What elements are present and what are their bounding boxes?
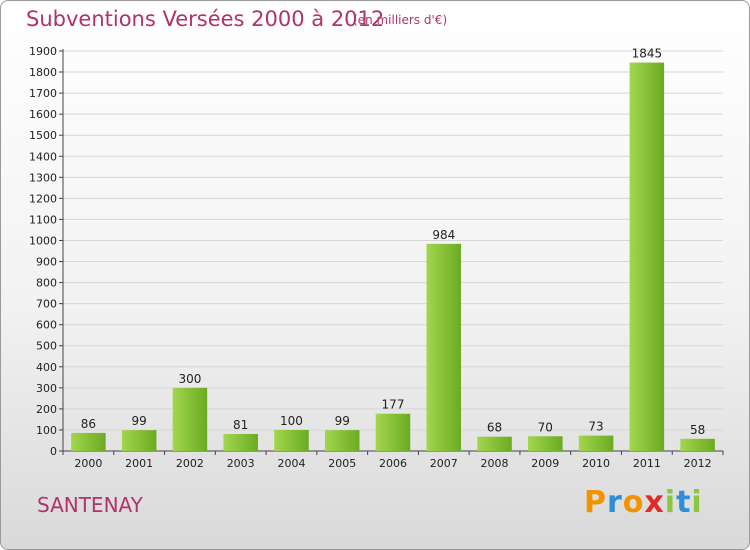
y-tick-label: 500 xyxy=(36,340,57,353)
y-tick-label: 400 xyxy=(36,361,57,374)
bar xyxy=(172,387,208,451)
x-tick-label: 2001 xyxy=(125,457,153,470)
data-label: 99 xyxy=(132,414,147,428)
x-tick-label: 2007 xyxy=(430,457,458,470)
x-tick-label: 2003 xyxy=(227,457,255,470)
data-label: 73 xyxy=(588,420,603,434)
data-label: 99 xyxy=(335,414,350,428)
commune-name: SANTENAY xyxy=(37,493,143,517)
x-tick-label: 2008 xyxy=(481,457,509,470)
bar xyxy=(121,430,157,451)
y-tick-label: 0 xyxy=(50,445,57,458)
y-tick-label: 900 xyxy=(36,256,57,269)
bar xyxy=(629,62,665,451)
bar xyxy=(477,436,512,451)
data-label: 68 xyxy=(487,421,502,435)
data-label: 70 xyxy=(538,420,553,434)
bar xyxy=(680,438,715,451)
data-label: 300 xyxy=(178,372,201,386)
proxiti-logo[interactable]: Proxiti xyxy=(584,485,703,520)
chart-title: Subventions Versées 2000 à 2012 xyxy=(26,7,385,31)
y-tick-label: 600 xyxy=(36,319,57,332)
bar xyxy=(324,430,360,451)
y-tick-label: 1800 xyxy=(29,66,57,79)
y-tick-label: 1200 xyxy=(29,192,57,205)
y-tick-label: 1600 xyxy=(29,108,57,121)
y-tick-label: 1000 xyxy=(29,234,57,247)
bar xyxy=(528,436,563,451)
logo-letter: P xyxy=(584,485,607,520)
x-tick-label: 2002 xyxy=(176,457,204,470)
data-label: 177 xyxy=(382,398,405,412)
x-tick-label: 2005 xyxy=(328,457,356,470)
y-tick-label: 200 xyxy=(36,403,57,416)
x-tick-label: 2006 xyxy=(379,457,407,470)
data-label: 86 xyxy=(81,417,96,431)
logo-letter: t xyxy=(676,485,692,520)
y-tick-label: 300 xyxy=(36,382,57,395)
y-tick-label: 1900 xyxy=(29,45,57,58)
bar xyxy=(578,435,614,451)
y-tick-label: 100 xyxy=(36,424,57,437)
bar xyxy=(375,413,411,451)
x-tick-label: 2012 xyxy=(684,457,712,470)
logo-letter: o xyxy=(622,485,645,520)
bar xyxy=(223,433,258,451)
x-tick-label: 2010 xyxy=(582,457,610,470)
y-tick-label: 1100 xyxy=(29,213,57,226)
chart-unit-subtitle: (en milliers d'€) xyxy=(353,13,448,27)
y-tick-label: 700 xyxy=(36,298,57,311)
y-tick-label: 1700 xyxy=(29,87,57,100)
x-tick-label: 2000 xyxy=(74,457,102,470)
y-tick-label: 1300 xyxy=(29,171,57,184)
y-tick-label: 800 xyxy=(36,277,57,290)
logo-letter: x xyxy=(644,485,665,520)
bar xyxy=(274,429,309,451)
bar xyxy=(71,432,106,451)
bar xyxy=(426,243,462,451)
x-tick-label: 2009 xyxy=(531,457,559,470)
logo-letter: i xyxy=(691,485,703,520)
data-label: 1845 xyxy=(632,47,663,61)
x-tick-label: 2011 xyxy=(633,457,661,470)
logo-letter: i xyxy=(664,485,677,520)
y-tick-label: 1500 xyxy=(29,129,57,142)
logo-letter: r xyxy=(607,485,623,520)
data-label: 81 xyxy=(233,418,248,432)
data-label: 58 xyxy=(690,423,705,437)
y-tick-label: 1400 xyxy=(29,150,57,163)
x-tick-label: 2004 xyxy=(277,457,305,470)
data-label: 984 xyxy=(432,228,455,242)
data-label: 100 xyxy=(280,414,303,428)
